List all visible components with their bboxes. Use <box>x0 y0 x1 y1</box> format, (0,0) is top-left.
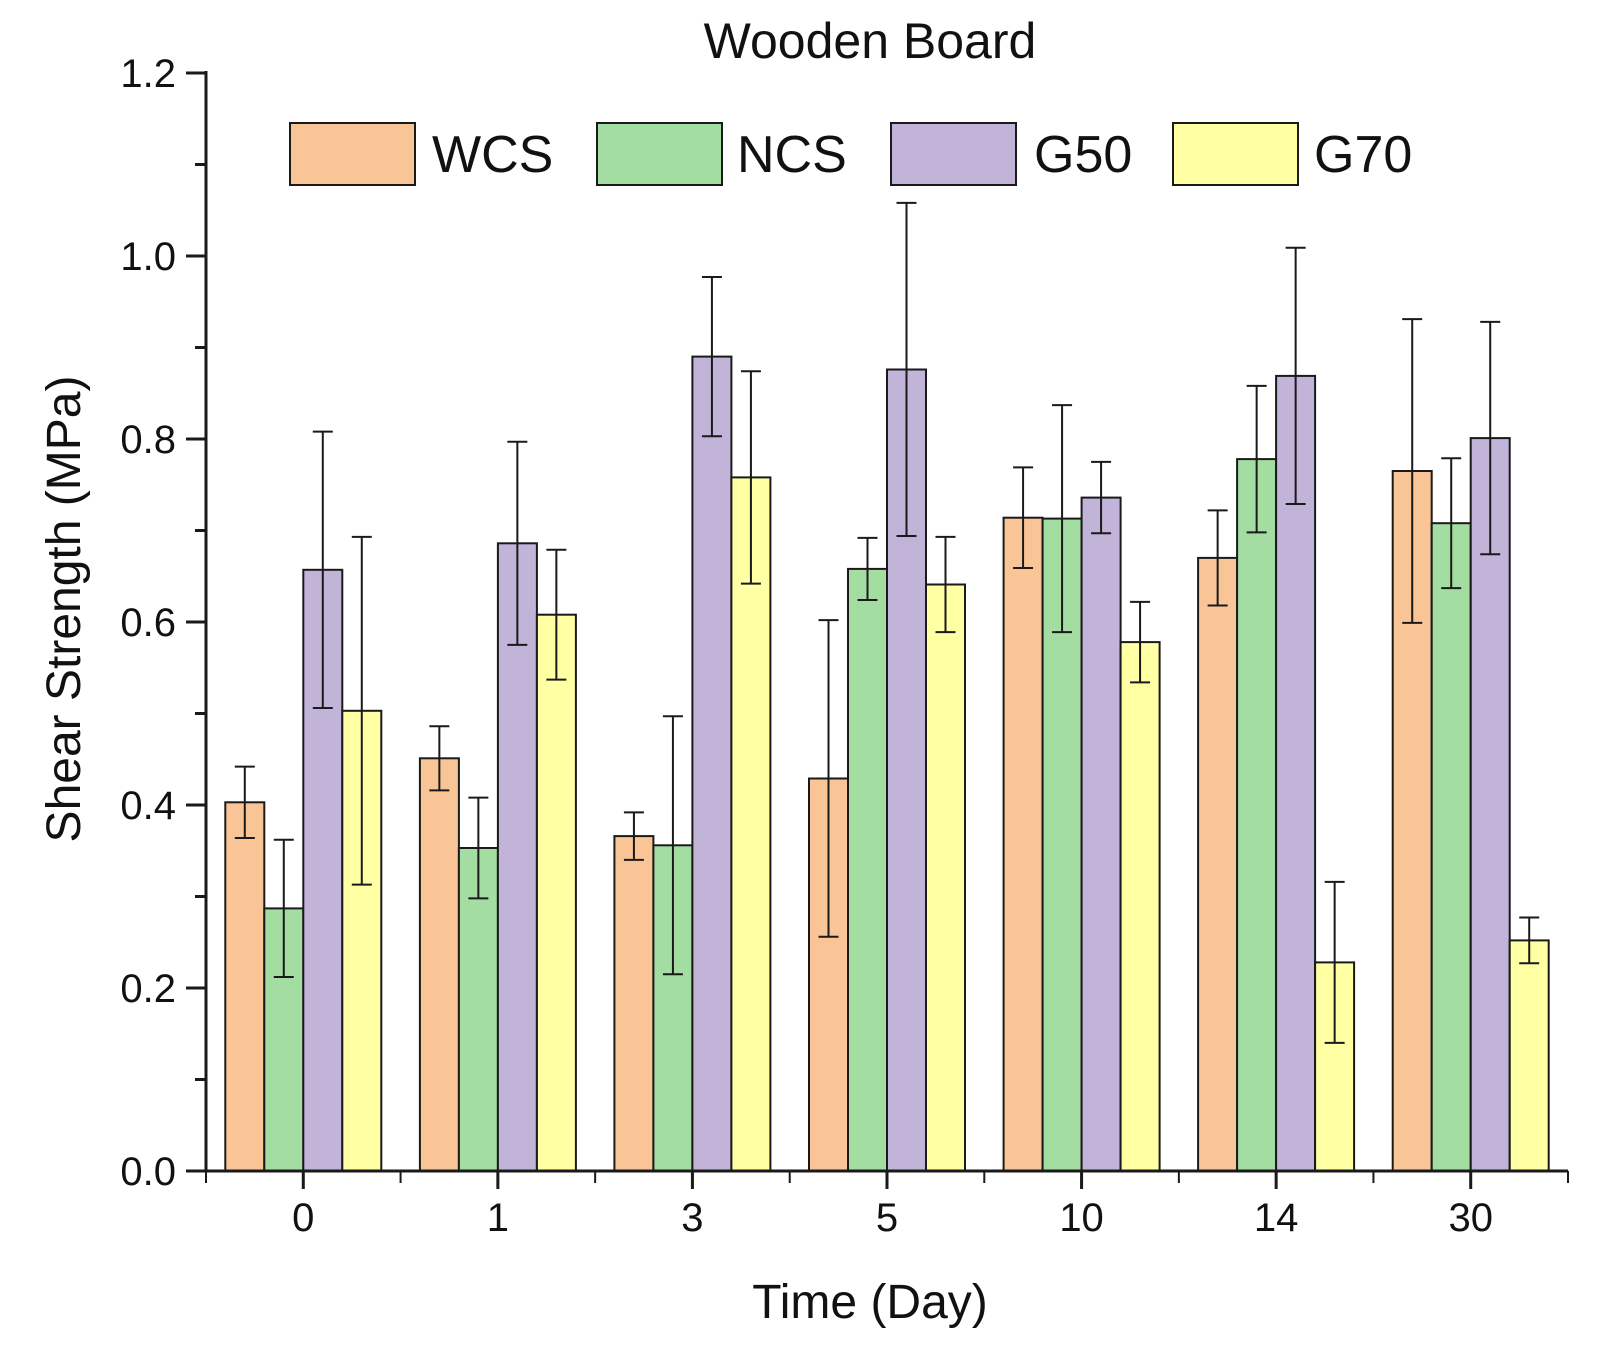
error-bar-g50-day-3 <box>701 276 722 438</box>
legend-swatch <box>890 122 1017 186</box>
chart-title: Wooden Board <box>704 13 1037 69</box>
x-tick-label: 10 <box>1059 1196 1104 1240</box>
error-bar-g50-day-10 <box>1091 460 1112 535</box>
legend-item-g50: G50 <box>890 122 1132 186</box>
error-bar-g50-day-5 <box>896 201 917 537</box>
y-tick-label: 0.8 <box>120 418 176 462</box>
error-bar-group <box>234 201 1540 1044</box>
legend-item-g70: G70 <box>1172 122 1412 186</box>
error-bar-ncs-day-3 <box>662 715 683 976</box>
bar-ncs-day-5 <box>847 567 888 1172</box>
bar-wcs-day-1 <box>418 757 460 1172</box>
legend-swatch <box>596 122 723 186</box>
bar-wcs-day-0 <box>224 801 266 1172</box>
bar-ncs-day-30 <box>1430 522 1472 1172</box>
error-bar-wcs-day-10 <box>1013 466 1034 570</box>
legend-label: G70 <box>1314 126 1412 184</box>
x-tick-label: 3 <box>681 1196 703 1240</box>
bar-g50-day-14 <box>1275 374 1317 1172</box>
y-tick-label: 0.0 <box>120 1150 176 1194</box>
error-bar-g50-day-30 <box>1480 320 1501 556</box>
y-tick-label: 0.2 <box>120 967 176 1011</box>
error-bar-wcs-day-30 <box>1402 318 1423 624</box>
bar-ncs-day-14 <box>1236 458 1278 1173</box>
legend-item-ncs: NCS <box>596 122 847 186</box>
axes: 0.0 0.2 0.4 0.6 0.8 1.0 1.2 0 1 3 5 10 14 30 <box>120 52 1569 1240</box>
error-bar-g50-day-14 <box>1285 246 1306 505</box>
bar-g70-day-10 <box>1119 641 1161 1172</box>
legend-swatch <box>1172 122 1299 186</box>
bar-wcs-day-10 <box>1002 516 1044 1172</box>
error-bar-g70-day-30 <box>1519 916 1540 965</box>
x-tick-label: 5 <box>876 1196 898 1240</box>
bar-g70-day-5 <box>925 583 966 1172</box>
error-bar-g70-day-5 <box>935 535 956 634</box>
error-bar-g70-day-3 <box>740 370 761 585</box>
bar-group <box>224 355 1550 1173</box>
error-bar-wcs-day-1 <box>429 725 450 792</box>
error-bar-ncs-day-0 <box>273 838 294 979</box>
bar-wcs-day-3 <box>613 835 655 1172</box>
bar-g70-day-1 <box>535 613 577 1172</box>
bar-wcs-day-14 <box>1197 556 1239 1172</box>
bar-g50-day-3 <box>691 355 733 1173</box>
legend-item-wcs: WCS <box>289 122 553 186</box>
y-tick-label: 1.2 <box>120 52 176 96</box>
legend-label: NCS <box>737 126 847 184</box>
error-bar-wcs-day-0 <box>234 765 255 839</box>
legend-label: G50 <box>1034 126 1132 184</box>
error-bar-g70-day-10 <box>1130 600 1151 684</box>
bar-g50-day-10 <box>1080 496 1122 1173</box>
error-bar-wcs-day-14 <box>1207 509 1228 607</box>
error-bar-g50-day-1 <box>507 440 528 646</box>
error-bar-ncs-day-5 <box>857 536 878 602</box>
y-tick-label: 0.4 <box>120 784 176 828</box>
bar-g70-day-30 <box>1508 939 1550 1173</box>
error-bar-ncs-day-10 <box>1052 404 1073 634</box>
x-tick-label: 0 <box>292 1196 314 1240</box>
legend-swatch <box>289 122 416 186</box>
error-bar-ncs-day-30 <box>1441 457 1462 590</box>
legend-label: WCS <box>432 126 553 184</box>
y-tick-label: 1.0 <box>120 235 176 279</box>
x-tick-label: 14 <box>1254 1196 1299 1240</box>
y-tick-label: 0.6 <box>120 601 176 645</box>
error-bar-g50-day-0 <box>312 430 333 710</box>
legend: WCS NCS G50 G70 <box>289 122 1412 186</box>
x-tick-label: 30 <box>1448 1196 1493 1240</box>
x-tick-label: 1 <box>487 1196 509 1240</box>
error-bar-ncs-day-14 <box>1246 384 1267 534</box>
error-bar-wcs-day-5 <box>818 619 839 938</box>
error-bar-wcs-day-3 <box>623 811 644 861</box>
error-bar-g70-day-1 <box>546 548 567 681</box>
y-axis-label: Shear Strength (MPa) <box>38 376 91 843</box>
x-axis-label: Time (Day) <box>752 1276 988 1329</box>
error-bar-ncs-day-1 <box>468 796 489 900</box>
error-bar-g70-day-14 <box>1324 880 1345 1044</box>
error-bar-g70-day-0 <box>351 535 372 886</box>
